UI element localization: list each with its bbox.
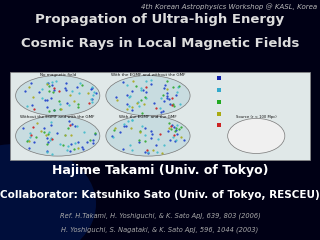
Text: With the EGMF and the GMF: With the EGMF and the GMF — [119, 115, 177, 119]
Text: Propagation of Ultra-high Energy: Propagation of Ultra-high Energy — [36, 13, 284, 26]
Text: Without the EGMF and with the GMF: Without the EGMF and with the GMF — [20, 115, 95, 119]
FancyBboxPatch shape — [10, 72, 310, 160]
Text: Hajime Takami (Univ. of Tokyo): Hajime Takami (Univ. of Tokyo) — [52, 164, 268, 177]
Ellipse shape — [228, 118, 285, 153]
Text: Collaborator: Katsuhiko Sato (Univ. of Tokyo, RESCEU): Collaborator: Katsuhiko Sato (Univ. of T… — [0, 190, 320, 200]
Text: With the EGMF and without the GMF: With the EGMF and without the GMF — [111, 73, 185, 77]
Text: H. Yoshiguchi, S. Nagataki, & K. Sato ApJ, 596, 1044 (2003): H. Yoshiguchi, S. Nagataki, & K. Sato Ap… — [61, 226, 259, 233]
Ellipse shape — [106, 116, 190, 156]
Ellipse shape — [16, 116, 100, 156]
Ellipse shape — [16, 76, 100, 116]
Circle shape — [0, 144, 96, 240]
Ellipse shape — [106, 76, 190, 116]
Text: Ref. H.Takami, H. Yoshiguchi, & K. Sato ApJ, 639, 803 (2006): Ref. H.Takami, H. Yoshiguchi, & K. Sato … — [60, 212, 260, 219]
Text: Source (r < 100 Mpc): Source (r < 100 Mpc) — [236, 115, 276, 119]
Text: 4th Korean Astrophysics Workshop @ KASL, Korea: 4th Korean Astrophysics Workshop @ KASL,… — [141, 4, 317, 10]
Text: No magnetic field: No magnetic field — [40, 73, 76, 77]
Text: Cosmic Rays in Local Magnetic Fields: Cosmic Rays in Local Magnetic Fields — [21, 37, 299, 50]
